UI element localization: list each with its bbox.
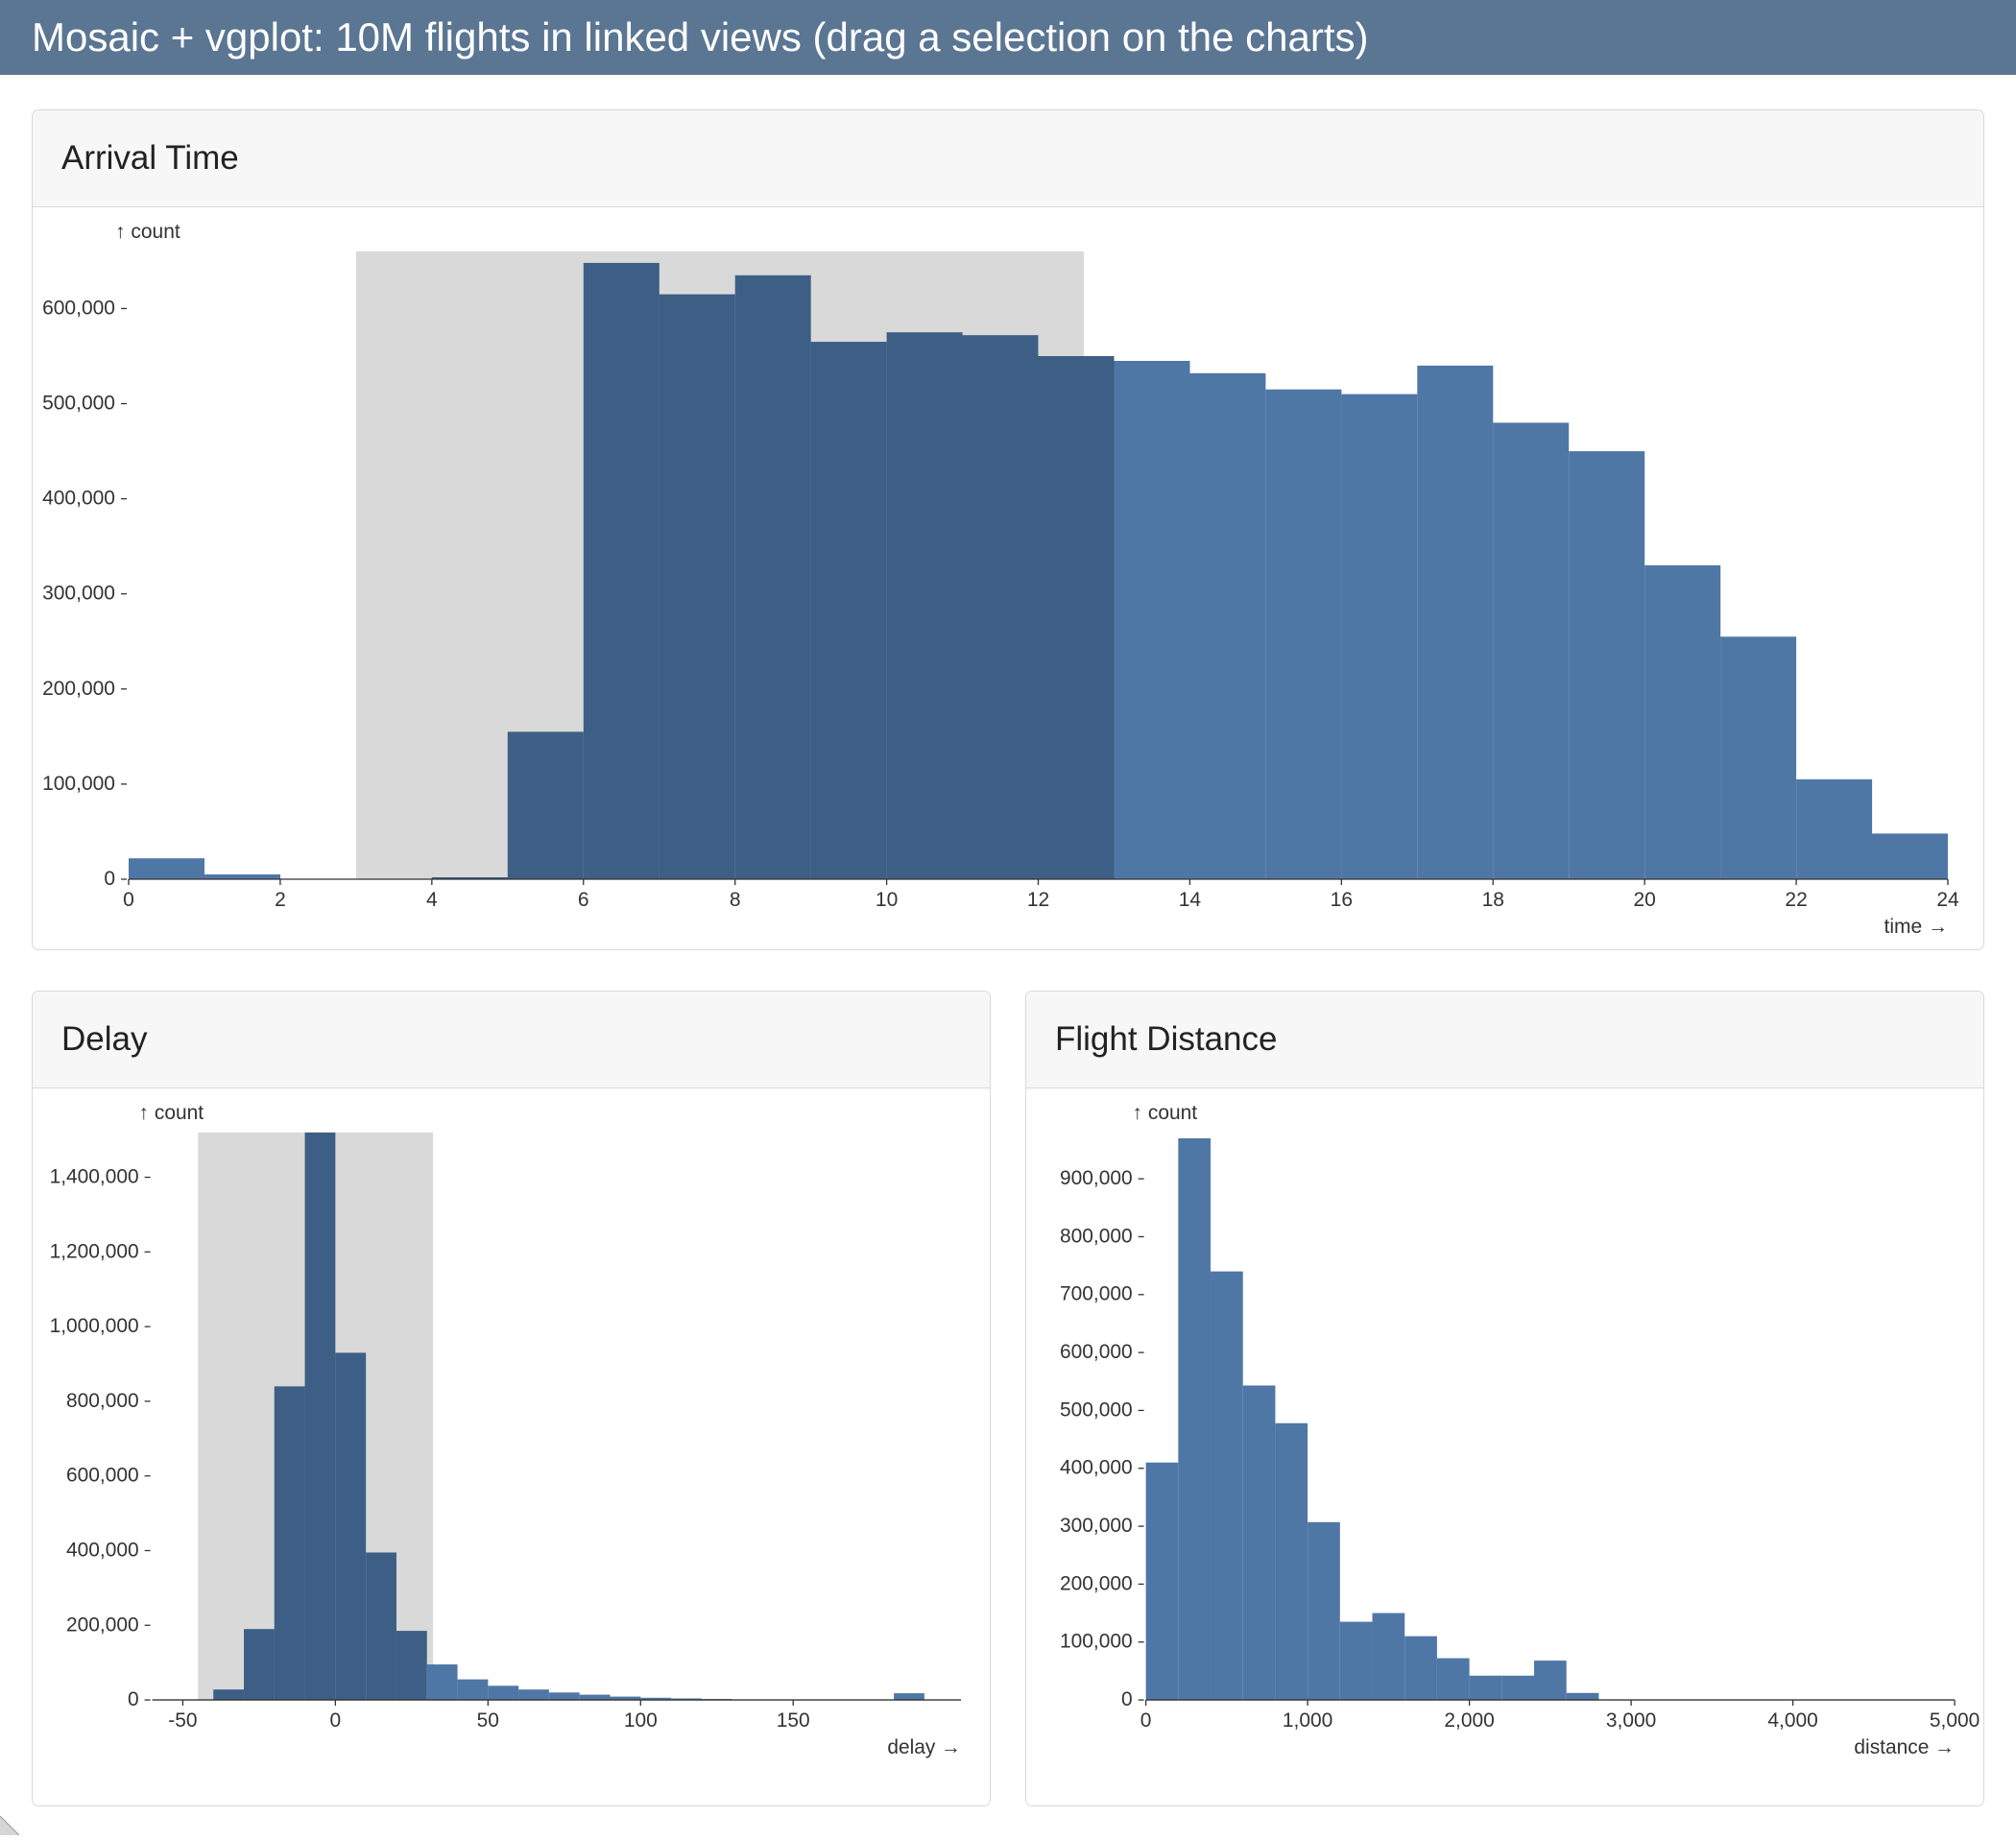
svg-text:700,000: 700,000 xyxy=(1060,1283,1133,1305)
svg-text:400,000: 400,000 xyxy=(1060,1457,1133,1479)
svg-text:0: 0 xyxy=(1140,1709,1152,1732)
svg-text:600,000: 600,000 xyxy=(42,297,115,319)
svg-text:1,400,000: 1,400,000 xyxy=(50,1166,139,1188)
svg-text:delay →: delay → xyxy=(887,1736,961,1758)
svg-text:2,000: 2,000 xyxy=(1444,1709,1494,1732)
svg-text:0: 0 xyxy=(128,1688,139,1710)
svg-text:300,000: 300,000 xyxy=(42,583,115,605)
svg-text:↑ count: ↑ count xyxy=(115,221,180,243)
svg-text:↑ count: ↑ count xyxy=(139,1102,204,1124)
svg-text:0: 0 xyxy=(1121,1688,1133,1710)
svg-text:time →: time → xyxy=(1884,916,1948,938)
svg-text:22: 22 xyxy=(1785,889,1807,911)
svg-text:500,000: 500,000 xyxy=(1060,1398,1133,1421)
svg-text:4: 4 xyxy=(426,889,438,911)
svg-text:4,000: 4,000 xyxy=(1767,1709,1817,1732)
svg-text:1,000: 1,000 xyxy=(1283,1709,1332,1732)
svg-text:0: 0 xyxy=(123,889,134,911)
svg-text:600,000: 600,000 xyxy=(1060,1341,1133,1363)
svg-text:900,000: 900,000 xyxy=(1060,1167,1133,1189)
svg-text:20: 20 xyxy=(1633,889,1655,911)
svg-text:50: 50 xyxy=(477,1709,499,1732)
svg-text:8: 8 xyxy=(730,889,741,911)
svg-text:distance →: distance → xyxy=(1854,1736,1955,1758)
svg-text:6: 6 xyxy=(578,889,589,911)
svg-text:500,000: 500,000 xyxy=(42,393,115,415)
svg-text:200,000: 200,000 xyxy=(42,678,115,700)
svg-text:24: 24 xyxy=(1936,889,1959,911)
svg-text:200,000: 200,000 xyxy=(66,1613,139,1636)
svg-text:0: 0 xyxy=(330,1709,342,1732)
svg-text:2: 2 xyxy=(275,889,286,911)
svg-text:↑ count: ↑ count xyxy=(1133,1102,1198,1124)
svg-text:5,000: 5,000 xyxy=(1930,1709,1980,1732)
svg-text:18: 18 xyxy=(1482,889,1504,911)
svg-text:1,000,000: 1,000,000 xyxy=(50,1315,139,1337)
svg-text:100,000: 100,000 xyxy=(42,773,115,795)
svg-text:150: 150 xyxy=(777,1709,810,1732)
svg-text:400,000: 400,000 xyxy=(42,488,115,510)
svg-text:0: 0 xyxy=(104,868,115,890)
svg-text:200,000: 200,000 xyxy=(1060,1572,1133,1594)
svg-text:100,000: 100,000 xyxy=(1060,1631,1133,1653)
svg-text:100: 100 xyxy=(624,1709,658,1732)
svg-text:-50: -50 xyxy=(168,1709,197,1732)
svg-text:800,000: 800,000 xyxy=(66,1390,139,1412)
svg-text:600,000: 600,000 xyxy=(66,1465,139,1487)
svg-text:3,000: 3,000 xyxy=(1606,1709,1656,1732)
svg-text:400,000: 400,000 xyxy=(66,1539,139,1561)
svg-text:14: 14 xyxy=(1179,889,1202,911)
svg-text:1,200,000: 1,200,000 xyxy=(50,1240,139,1262)
svg-text:12: 12 xyxy=(1027,889,1049,911)
svg-text:16: 16 xyxy=(1331,889,1353,911)
svg-text:10: 10 xyxy=(876,889,898,911)
svg-text:300,000: 300,000 xyxy=(1060,1515,1133,1537)
svg-text:800,000: 800,000 xyxy=(1060,1225,1133,1247)
